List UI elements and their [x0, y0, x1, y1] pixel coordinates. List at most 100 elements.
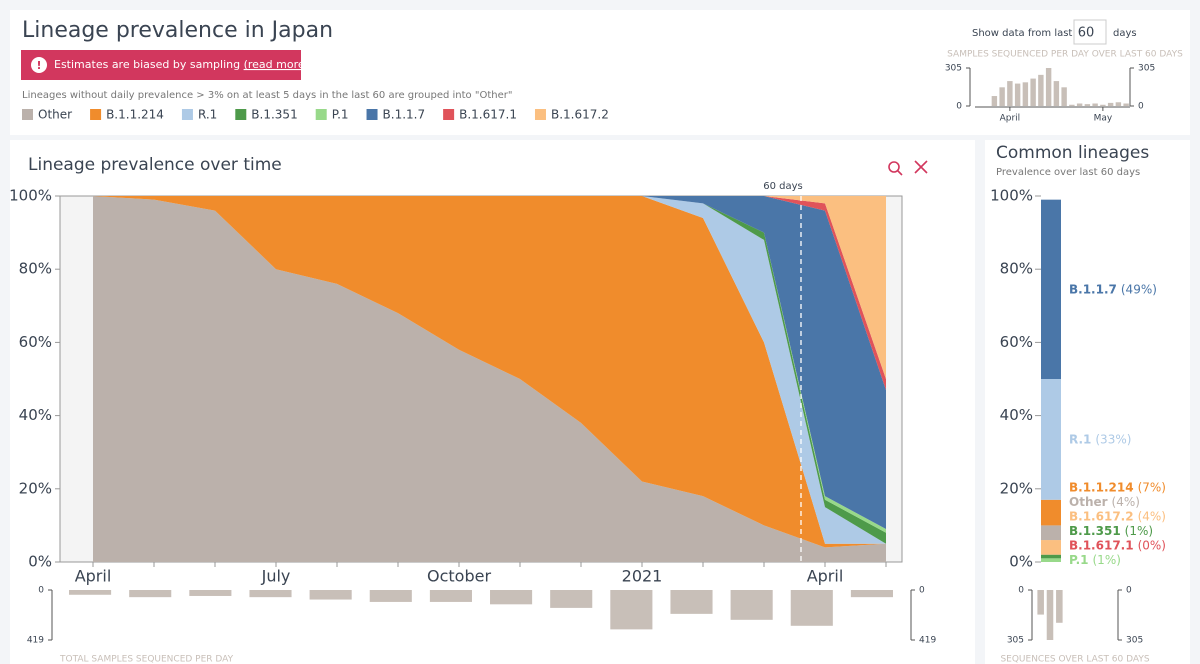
- mini-title: SAMPLES SEQUENCED PER DAY OVER LAST 60 D…: [947, 50, 1183, 60]
- x-tick-label: April: [75, 567, 112, 586]
- bar: [249, 590, 292, 598]
- bar: [1007, 81, 1013, 106]
- y-tick-label: 0%: [28, 553, 52, 571]
- bar: [1115, 102, 1122, 106]
- bar: [991, 96, 998, 106]
- bar: [1045, 68, 1052, 106]
- chart-title: Lineage prevalence over time: [28, 155, 282, 175]
- x-tick-label: 2021: [622, 567, 663, 586]
- segment-name: Other: [1069, 495, 1108, 509]
- legend-swatch: [534, 109, 546, 120]
- y-tick-label: 60%: [1000, 333, 1033, 351]
- note: Lineages without daily prevalence > 3% o…: [22, 90, 512, 101]
- bar: [490, 590, 533, 605]
- bar: [1069, 104, 1075, 106]
- segment-label: B.1.351 (1%): [1069, 524, 1153, 538]
- warning-message: Estimates are biased by sampling: [54, 58, 240, 71]
- warning-text: Estimates are biased by sampling (read m…: [54, 58, 309, 71]
- y-tick-label: 305: [1126, 636, 1143, 646]
- segment-name: P.1: [1069, 553, 1089, 567]
- bar: [1046, 590, 1054, 640]
- segment-value: (4%): [1138, 509, 1166, 523]
- segment-name: B.1.617.1: [1069, 538, 1134, 552]
- bar: [1092, 103, 1098, 106]
- zoom-icons[interactable]: [888, 160, 928, 176]
- stack-segment: [1041, 379, 1061, 500]
- legend-label: B.1.351: [251, 108, 297, 122]
- bar: [1100, 104, 1106, 106]
- y-tick-label: 20%: [19, 479, 52, 497]
- y-tick-label: 305: [945, 64, 962, 74]
- y-tick-label: 20%: [1000, 479, 1033, 497]
- control-label: Show data from last: [972, 28, 1072, 39]
- bar: [1061, 87, 1067, 106]
- bar: [1037, 590, 1044, 615]
- segment-value: (1%): [1125, 524, 1153, 538]
- warning-box[interactable]: [21, 50, 301, 80]
- x-tick-label: May: [1094, 114, 1113, 124]
- stack-segment: [1041, 199, 1061, 379]
- segment-value: (4%): [1112, 495, 1140, 509]
- bar: [189, 590, 232, 596]
- bar: [69, 590, 112, 595]
- sequences-caption: SEQUENCES OVER LAST 60 DAYS: [1000, 655, 1149, 664]
- legend-swatch: [315, 109, 327, 120]
- x-tick-label: October: [427, 567, 491, 586]
- segment-label: B.1.617.1 (0%): [1069, 538, 1166, 552]
- segment-value: (33%): [1095, 432, 1131, 446]
- reset-zoom-icon[interactable]: [914, 160, 928, 174]
- legend-swatch: [443, 109, 455, 120]
- bar: [309, 590, 352, 600]
- bar: [1022, 82, 1029, 106]
- y-tick-label: 419: [27, 636, 44, 646]
- zoom-in-icon[interactable]: [888, 161, 900, 173]
- page-title: Lineage prevalence in Japan: [22, 18, 333, 43]
- y-tick-label: 305: [1007, 636, 1024, 646]
- y-tick-label: 0: [956, 102, 962, 112]
- bar: [1030, 78, 1036, 106]
- segment-label: B.1.1.7 (49%): [1069, 282, 1157, 296]
- stack-segment: [1041, 558, 1061, 562]
- y-tick-label: 80%: [19, 260, 52, 278]
- segment-name: B.1.1.7: [1069, 282, 1117, 296]
- segment-label: B.1.1.214 (7%): [1069, 480, 1166, 494]
- legend-swatch: [181, 109, 193, 120]
- bar: [999, 87, 1005, 106]
- stack-segment: [1041, 525, 1061, 541]
- bar: [1056, 590, 1063, 623]
- segment-name: B.1.351: [1069, 524, 1121, 538]
- y-tick-label: 0%: [1009, 553, 1033, 571]
- legend-label: Other: [38, 108, 72, 122]
- segment-value: (1%): [1093, 553, 1121, 567]
- read-more-link[interactable]: (read more): [244, 58, 309, 71]
- bar: [429, 590, 472, 602]
- y-tick-label: 40%: [19, 406, 52, 424]
- y-tick-label: 419: [919, 636, 936, 646]
- bar: [129, 590, 172, 598]
- segment-value: (0%): [1138, 538, 1166, 552]
- segment-label: Other (4%): [1069, 495, 1140, 509]
- bar: [1014, 83, 1021, 106]
- segment-value: (7%): [1138, 480, 1166, 494]
- segment-label: R.1 (33%): [1069, 432, 1131, 446]
- segment-name: B.1.617.2: [1069, 509, 1134, 523]
- days-value[interactable]: 60: [1078, 26, 1095, 41]
- days-input[interactable]: [1073, 19, 1107, 45]
- zoom-in-handle: [897, 170, 903, 176]
- y-tick-label: 0: [1138, 102, 1144, 112]
- warning-icon: [31, 57, 47, 73]
- legend-label: B.1.1.214: [106, 108, 164, 122]
- legend-swatch: [235, 109, 247, 120]
- y-tick-label: 100%: [9, 187, 52, 205]
- bar: [550, 590, 593, 608]
- stack-segment: [1041, 540, 1061, 555]
- bar: [610, 590, 653, 630]
- area: [93, 196, 886, 530]
- area: [93, 196, 886, 562]
- segment-label: B.1.617.2 (4%): [1069, 509, 1166, 523]
- bar: [1038, 74, 1044, 106]
- bar: [1084, 104, 1091, 106]
- side-panel: [985, 140, 1190, 664]
